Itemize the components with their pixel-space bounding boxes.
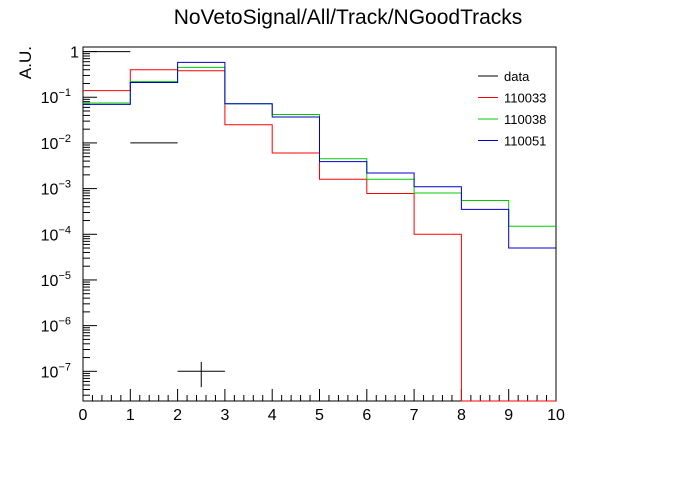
legend-label: 110051 [504,134,546,149]
y-tick-label: 10−3 [41,179,71,199]
y-tick-label: 10−5 [41,270,71,290]
x-tick-label: 4 [268,407,277,424]
y-axis-label: A.U. [16,46,35,79]
plot-frame [82,46,557,402]
x-tick-label: 3 [220,407,229,424]
x-tick-label: 2 [173,407,182,424]
x-tick-label: 0 [79,407,88,424]
series-line-110051 [83,61,556,249]
legend-label: 110033 [504,91,546,106]
y-tick-label: 10−7 [41,361,71,381]
x-tick-label: 10 [547,407,565,424]
x-tick-label: 8 [457,407,466,424]
y-tick-label: 10−1 [41,87,71,107]
plot-area: 0 1 2 3 4 5 6 7 8 9 10 1 10−1 10−2 10−3 10−4 10−5 10−6 10−… [41,45,565,424]
x-tick-label: 7 [410,407,419,424]
legend-label: 110038 [504,112,546,127]
y-tick-label: 10−6 [41,316,71,336]
x-tick-label: 6 [362,407,371,424]
legend-label: data [504,69,530,84]
y-tick-label: 1 [70,45,79,62]
y-tick-label: 10−2 [41,133,71,153]
y-tick-label: 10−4 [41,224,71,244]
x-tick-label: 5 [315,407,324,424]
x-tick-label: 1 [126,407,135,424]
x-tick-label: 9 [504,407,513,424]
chart-title: NoVetoSignal/All/Track/NGoodTracks [174,6,523,29]
